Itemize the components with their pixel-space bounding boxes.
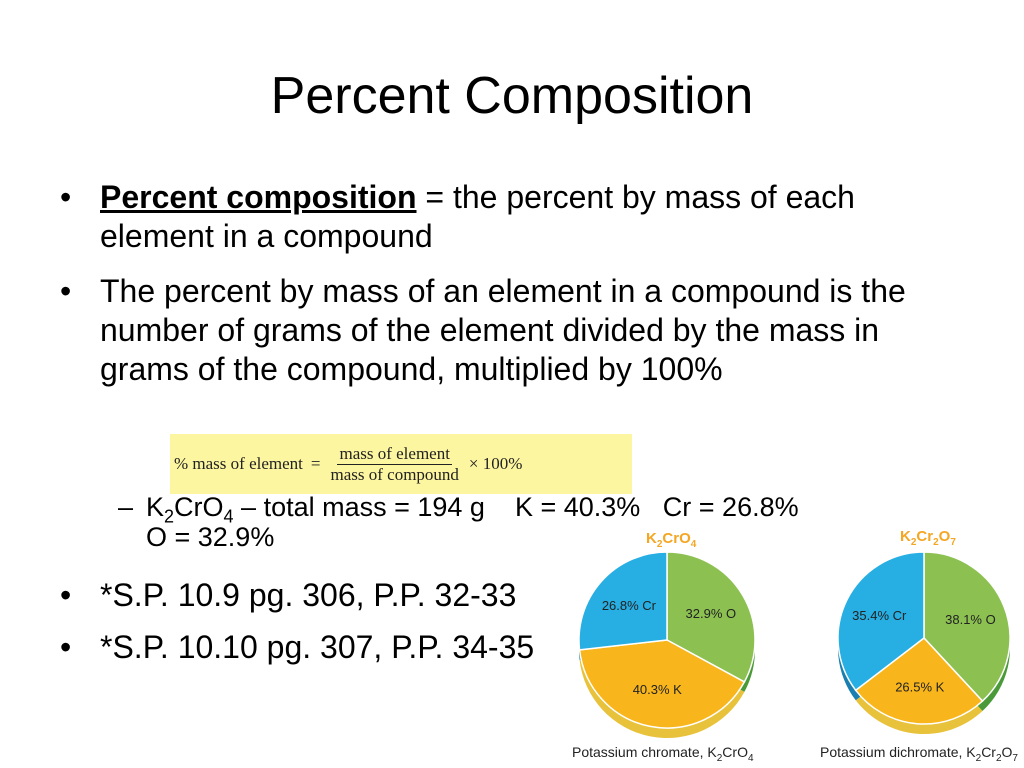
pie-slice-k xyxy=(854,636,984,725)
formula-lhs: % mass of element xyxy=(174,454,303,473)
pie-slice-cr xyxy=(578,551,668,651)
chart-title-dichromate: K2Cr2O7 xyxy=(900,528,956,548)
bullet-glyph: • xyxy=(60,273,72,309)
pie-chart-chromate: 32.9% O 40.3% K 26.8% Cr xyxy=(578,551,756,739)
caption-dichromate: Potassium dichromate, K2Cr2O7 xyxy=(820,744,1018,764)
formula-box: % mass of element = mass of element mass… xyxy=(170,434,632,494)
example-text: – total mass = 194 g K = 40.3% Cr = 26.8… xyxy=(233,492,799,522)
pie-slice-label-k: 26.5% K xyxy=(895,680,944,695)
bullet-glyph: • xyxy=(60,577,72,613)
formula-fraction: mass of element mass of compound xyxy=(328,444,460,485)
pie-slice-o xyxy=(666,551,756,683)
pie-slice-cr xyxy=(837,551,925,692)
practice-list: • *S.P. 10.9 pg. 306, P.P. 32-33 • *S.P.… xyxy=(56,576,534,680)
pie-slice-label-cr: 35.4% Cr xyxy=(852,608,907,623)
formula-equals: = xyxy=(310,454,321,473)
formula-denominator: mass of compound xyxy=(330,464,459,484)
bullet-list: • Percent composition = the percent by m… xyxy=(56,178,936,389)
bullet-glyph: • xyxy=(60,179,72,215)
pie-slice-label-k: 40.3% K xyxy=(633,682,682,697)
formula-numerator: mass of element xyxy=(337,443,452,465)
pie-chart-dichromate: 38.1% O 26.5% K 35.4% Cr xyxy=(837,551,1011,734)
practice-text: *S.P. 10.9 pg. 306, P.P. 32-33 xyxy=(100,577,517,613)
example-line2: O = 32.9% xyxy=(146,522,275,552)
practice-item: • *S.P. 10.10 pg. 307, P.P. 34-35 xyxy=(56,628,534,680)
bullet-explanation: • The percent by mass of an element in a… xyxy=(56,272,936,389)
dash-glyph: – xyxy=(118,492,134,522)
pie-slice-label-cr: 26.8% Cr xyxy=(602,598,657,613)
explanation-text: The percent by mass of an element in a c… xyxy=(100,273,906,387)
bullet-glyph: • xyxy=(60,629,72,665)
practice-item: • *S.P. 10.9 pg. 306, P.P. 32-33 xyxy=(56,576,534,628)
practice-text: *S.P. 10.10 pg. 307, P.P. 34-35 xyxy=(100,629,535,665)
formula-cro: CrO xyxy=(174,492,224,522)
slide-title: Percent Composition xyxy=(270,67,754,125)
pie-slice-o xyxy=(923,551,1011,703)
sub-bullet-example: – K2CrO4 – total mass = 194 g K = 40.3% … xyxy=(118,492,938,552)
pie-slice-k xyxy=(578,639,746,729)
formula-k: K xyxy=(146,492,165,522)
definition-term: Percent composition xyxy=(100,179,417,215)
definition-text: = the percent by mass of each element in… xyxy=(100,179,855,254)
caption-chromate: Potassium chromate, K2CrO4 xyxy=(572,744,754,764)
pie-slice-label-o: 32.9% O xyxy=(686,606,737,621)
formula-o-sub: 4 xyxy=(223,506,234,527)
pie-slice-label-o: 38.1% O xyxy=(945,612,996,627)
bullet-definition: • Percent composition = the percent by m… xyxy=(56,178,936,256)
formula-times: × 100% xyxy=(468,454,523,473)
chart-title-chromate: K2CrO4 xyxy=(646,530,697,550)
formula-k-sub: 2 xyxy=(164,506,175,527)
